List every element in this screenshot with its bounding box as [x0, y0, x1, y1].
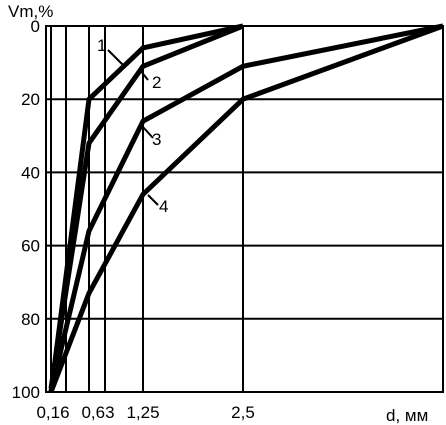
series-label: 3	[152, 130, 161, 149]
y-tick-label: 100	[12, 383, 40, 402]
series-label-leader	[147, 194, 159, 206]
series-label-leader	[107, 49, 125, 67]
series-label: 2	[152, 73, 161, 92]
series-lines: 1 2 3 4	[48, 23, 444, 393]
series-line-3	[48, 23, 444, 393]
series-label: 4	[159, 197, 168, 216]
x-tick-label: 0,16	[36, 403, 69, 422]
x-tick-label: 2,5	[231, 403, 255, 422]
series-line-1	[48, 23, 244, 393]
labels: Vm,% d, мм	[8, 2, 428, 425]
series-line-4	[48, 23, 444, 393]
y-tick-label: 40	[21, 163, 40, 182]
y-tick-label: 0	[31, 17, 40, 36]
y-tick-label: 80	[21, 310, 40, 329]
series-label-leader	[142, 126, 154, 139]
series-line-2	[48, 23, 244, 389]
x-tick-label: 0,63	[81, 403, 114, 422]
series-label: 1	[97, 36, 106, 55]
series-label-leader	[139, 69, 149, 81]
y-axis-label: Vm,%	[8, 2, 53, 21]
y-tick-label: 20	[21, 90, 40, 109]
y-tick-label: 60	[21, 237, 40, 256]
x-tick-label: 1,25	[126, 403, 159, 422]
x-axis-label: d, мм	[386, 406, 428, 425]
